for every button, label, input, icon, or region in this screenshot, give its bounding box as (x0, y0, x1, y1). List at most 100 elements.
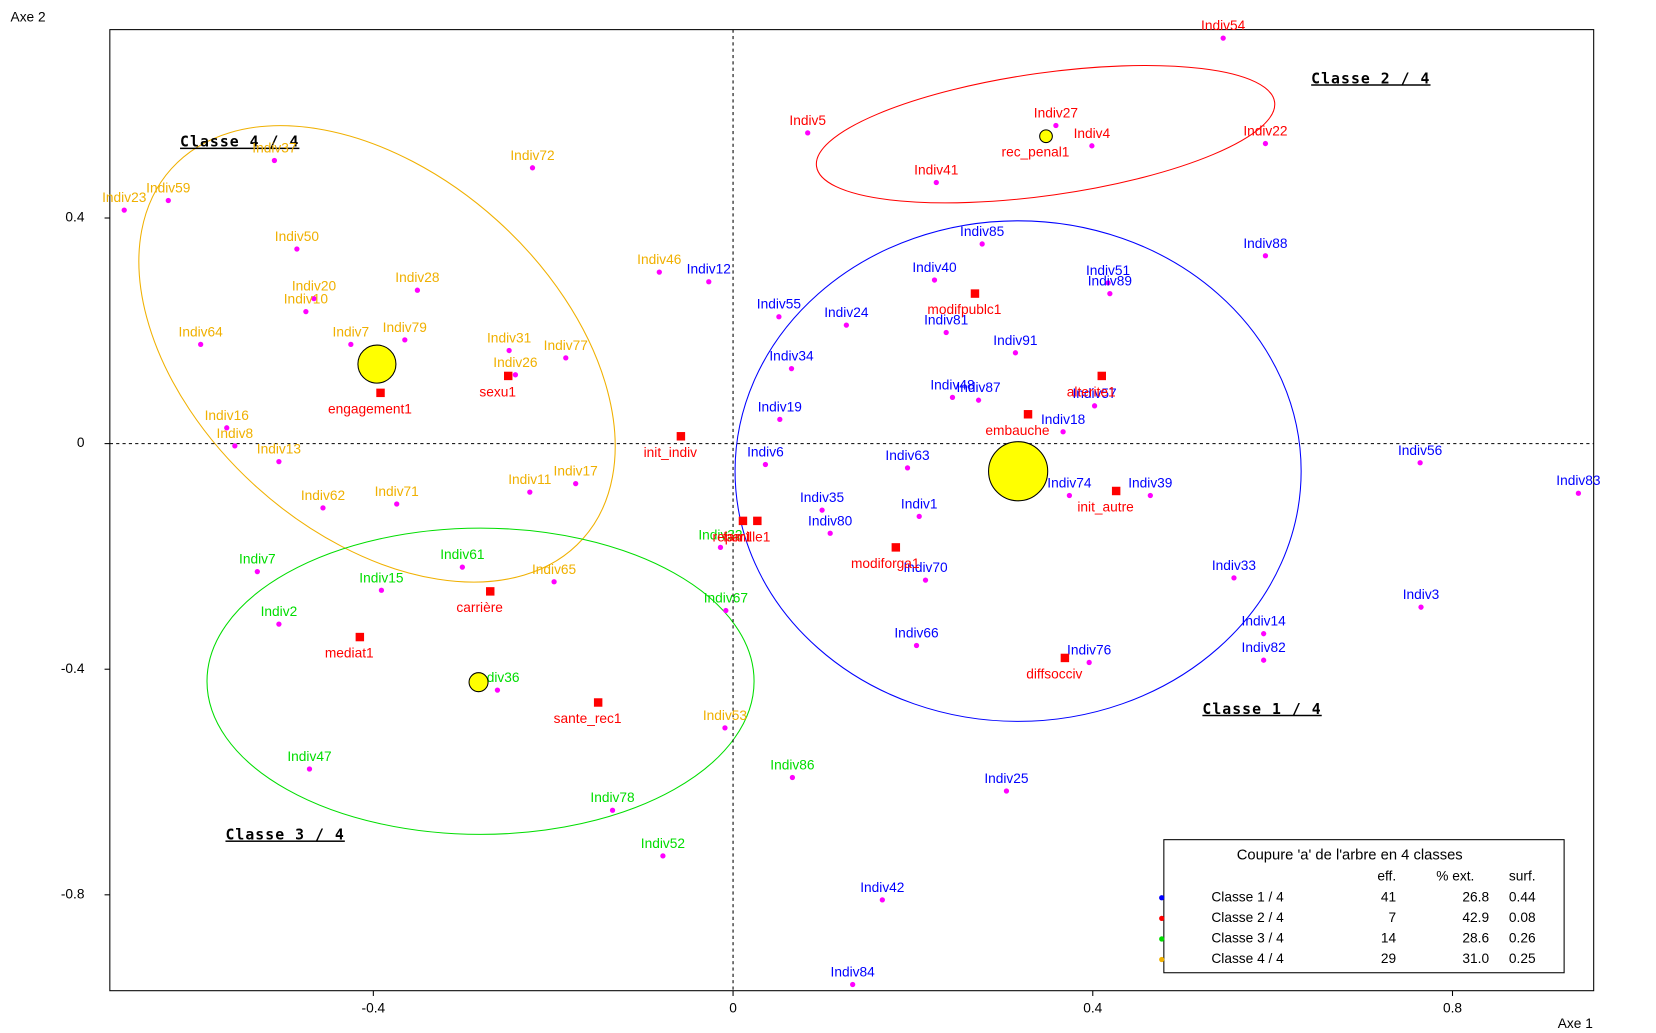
point-label: Indiv50 (275, 229, 320, 244)
point-label: Indiv18 (1041, 412, 1086, 427)
point (913, 642, 920, 649)
legend-ext: 31.0 (1462, 951, 1489, 966)
legend-eff: 7 (1389, 910, 1397, 925)
class-ellipse (206, 527, 755, 835)
point-label: Indiv64 (179, 324, 224, 339)
class-ellipse (734, 220, 1302, 722)
point (776, 314, 782, 320)
point-label: Indiv76 (1067, 642, 1112, 657)
point-label: Indiv78 (590, 790, 635, 805)
x-tick-label: -0.4 (362, 1000, 386, 1015)
point-label: Indiv22 (1243, 124, 1287, 139)
point (1091, 403, 1098, 409)
legend (1163, 839, 1565, 974)
class-label: Classe 2 / 4 (1311, 70, 1430, 87)
modality-label: repar1 (713, 529, 753, 544)
modality (1111, 486, 1121, 496)
modality-label: init_autre (1077, 500, 1134, 515)
point-label: Indiv33 (1212, 558, 1257, 573)
point (717, 544, 724, 551)
point (706, 279, 712, 285)
point (320, 505, 326, 511)
point (933, 179, 939, 186)
point-label: Indiv39 (1128, 476, 1172, 491)
point (1262, 253, 1269, 259)
point (1147, 492, 1153, 499)
point-label: Indiv48 (930, 377, 975, 392)
class-ellipse (815, 64, 1276, 204)
point-label: Indiv59 (146, 181, 190, 196)
point (916, 513, 922, 520)
point (1060, 429, 1066, 435)
point (943, 329, 949, 336)
point (949, 394, 956, 401)
modality-label: modiforga1 (851, 556, 920, 571)
class-center (357, 344, 397, 384)
y-tick-label: 0.4 (65, 210, 84, 225)
point (1220, 35, 1226, 41)
class-center (988, 441, 1049, 502)
point-label: Indiv19 (758, 399, 802, 414)
point-label: Indiv34 (769, 349, 814, 364)
point (789, 774, 796, 781)
point (843, 322, 850, 328)
point (1231, 575, 1237, 581)
point (762, 461, 769, 468)
point (165, 197, 171, 204)
point (254, 568, 260, 575)
point (198, 341, 204, 347)
point (1105, 280, 1111, 286)
point-label: Indiv56 (1398, 443, 1443, 458)
point-label: Indiv7 (333, 324, 370, 339)
point (402, 337, 408, 343)
point (348, 341, 354, 347)
legend-label: Classe 2 / 4 (1211, 910, 1284, 925)
point (306, 766, 313, 772)
point-label: Indiv17 (554, 464, 598, 479)
point (1086, 659, 1092, 666)
y-tick-label: 0 (77, 435, 85, 450)
point (1261, 657, 1267, 663)
point (904, 465, 911, 471)
point-label: Indiv61 (440, 547, 484, 562)
point (722, 725, 728, 731)
modality-label: carrière (456, 600, 503, 615)
point-label: Indiv40 (912, 260, 957, 275)
legend-header: eff. (1377, 868, 1396, 883)
legend-eff: 41 (1381, 889, 1396, 904)
point-label: Indiv42 (860, 880, 904, 895)
point (1003, 788, 1010, 794)
point (506, 347, 512, 354)
point-label: Indiv55 (757, 297, 802, 312)
legend-surf: 0.44 (1509, 889, 1536, 904)
point (1261, 631, 1267, 637)
point (656, 269, 662, 275)
x-axis-label: Axe 1 (1558, 1016, 1593, 1031)
point-label: Indiv65 (532, 562, 577, 577)
modality-label: embauche (985, 423, 1049, 438)
legend-title: Coupure 'a' de l'arbre en 4 classes (1237, 847, 1463, 863)
modality (738, 516, 748, 526)
point-label: Indiv77 (544, 338, 588, 353)
point-label: Indiv11 (508, 472, 551, 487)
point-label: Indiv70 (903, 560, 948, 575)
legend-eff: 29 (1381, 951, 1396, 966)
legend-marker (1159, 936, 1165, 942)
point (805, 130, 811, 136)
modality-label: sante_rec1 (554, 711, 622, 726)
point (232, 443, 238, 449)
point (276, 459, 282, 465)
modality-label: alterite1 (1067, 384, 1116, 399)
point (827, 530, 833, 536)
legend-surf: 0.26 (1509, 931, 1536, 946)
point-label: Indiv57 (1072, 386, 1116, 401)
legend-label: Classe 4 / 4 (1211, 951, 1284, 966)
y-tick-label: -0.4 (61, 661, 85, 676)
x-tick-label: 0.4 (1083, 1000, 1102, 1015)
point-label: Indiv25 (984, 771, 1029, 786)
modality (891, 543, 901, 552)
point-label: Indiv87 (956, 380, 1000, 395)
modality-label: rec_penal1 (1002, 145, 1070, 160)
